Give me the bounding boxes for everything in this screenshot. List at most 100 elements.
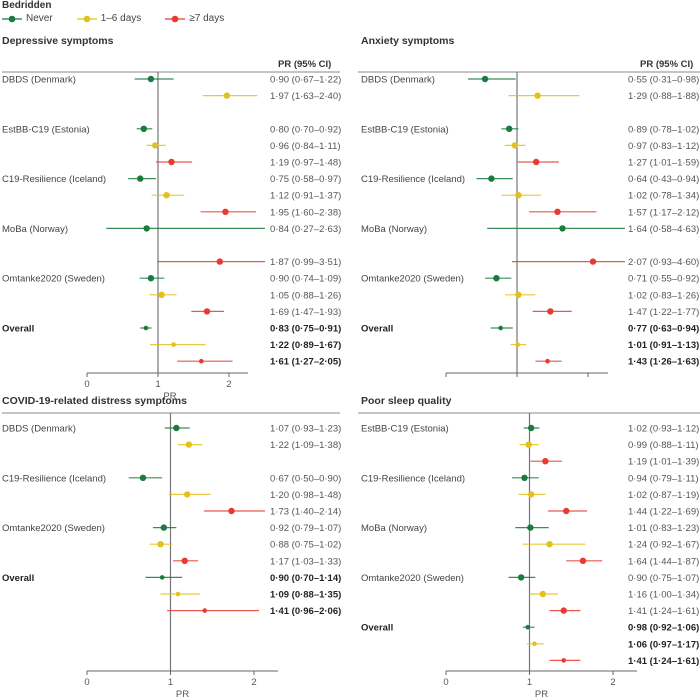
pr-ci-value: 0·98 (0·92–1·06) [628,623,699,634]
x-tick-label: 1 [527,677,532,688]
pr-ci-value: 0·67 (0·50–0·90) [270,473,341,484]
x-axis-title: PR [176,689,189,699]
study-label: C19-Resilience (Iceland) [361,174,465,185]
point-estimate [151,142,159,149]
x-tick-label: 1 [155,379,160,390]
point-estimate [505,125,513,132]
x-tick-label: 0 [84,677,89,688]
pr-ci-value: 1·01 (0·91–1·13) [628,340,699,351]
pr-ci-value: 1·29 (0·88–1·88) [628,91,699,102]
study-label: DBDS (Denmark) [2,424,76,435]
pr-ci-value: 0·88 (0·75–1·02) [270,540,341,551]
panel-title: Depressive symptoms [2,35,114,47]
point-estimate [527,424,535,432]
point-estimate [517,574,525,581]
point-estimate [157,541,164,548]
point-estimate [560,607,567,614]
pr-ci-value: 1·61 (1·27–2·05) [270,357,341,368]
pr-ci-value: 1·27 (1·01–1·59) [628,158,699,169]
legend-marker-icon [165,15,186,22]
pr-ci-value: 1·20 (0·98–1·48) [270,490,341,501]
point-estimate [545,358,550,364]
pr-ci-value: 0·77 (0·63–0·94) [628,324,699,335]
point-estimate [554,208,561,215]
point-estimate [542,458,549,465]
pr-ci-value: 1·22 (1·09–1·38) [270,440,341,451]
point-estimate [559,225,566,232]
point-estimate [184,491,191,498]
pr-ci-value: 1·87 (0·99–3·51) [270,257,341,268]
point-estimate [547,308,554,315]
study-label: C19-Resilience (Iceland) [361,473,465,484]
point-estimate [589,258,597,265]
legend-item-never: Never [2,13,53,24]
pr-ci-value: 2·07 (0·93–4·60) [628,257,699,268]
point-estimate [515,192,522,199]
point-estimate [223,92,231,99]
study-label: C19-Resilience (Iceland) [2,473,106,484]
point-estimate [159,575,165,580]
point-estimate [521,474,528,481]
study-label: Omtanke2020 (Sweden) [361,573,464,584]
legend-item-1-6-days: 1–6 days [76,13,141,24]
pr-ci-value: 0·64 (0·43–0·94) [628,174,699,185]
point-estimate [158,291,165,298]
overall-label: Overall [2,573,34,584]
pr-ci-value: 1·73 (1·40–2·14) [270,507,341,518]
point-estimate [534,92,541,99]
pr-ci-value: 0·55 (0·31–0·98) [628,75,699,86]
pr-ci-value: 1·07 (0·93–1·23) [270,424,341,435]
point-estimate [181,557,188,564]
point-estimate [185,441,193,448]
point-estimate [143,225,150,232]
point-estimate [532,158,540,166]
point-estimate [139,474,147,481]
pr-ci-value: 1·41 (0·96–2·06) [270,606,341,617]
pr-ci-value: 1·17 (1·03–1·33) [270,556,341,567]
x-axis-title: PR [163,391,176,402]
pr-ci-value: 1·09 (0·88–1·35) [270,590,341,601]
point-estimate [171,342,176,347]
point-estimate [175,591,181,597]
overall-label: Overall [361,324,393,335]
point-estimate [202,608,208,613]
point-estimate [173,424,180,432]
pr-ci-value: 0·90 (0·67–1·22) [270,75,341,86]
point-estimate [143,325,149,331]
point-estimate [168,158,175,166]
point-estimate [163,192,170,199]
study-label: MoBa (Norway) [2,224,68,235]
point-estimate [563,507,570,515]
pr-ci-value: 0·94 (0·79–1·11) [628,473,699,484]
pr-ci-value: 1·16 (1·00–1·34) [628,590,699,601]
legend-label: ≥7 days [189,13,225,24]
pr-ci-value: 0·90 (0·74–1·09) [270,274,341,285]
pr-ci-value: 0·83 (0·75–0·91) [270,324,341,335]
pr-ci-value: 1·43 (1·26–1·63) [628,357,699,368]
pr-ci-value: 0·80 (0·70–0·92) [270,124,341,135]
study-label: MoBa (Norway) [361,224,427,235]
point-estimate [203,308,211,315]
pr-ci-value: 1·02 (0·87–1·19) [628,490,699,501]
point-estimate [515,291,522,298]
point-estimate [498,325,503,331]
pr-ci-value: 1·02 (0·83–1·26) [628,290,699,301]
point-estimate [140,125,147,132]
pr-ci-value: 1·19 (0·97–1·48) [270,158,341,169]
study-label: MoBa (Norway) [361,523,427,534]
panel-title: Poor sleep quality [361,395,452,407]
pr-ci-value: 0·75 (0·58–0·97) [270,174,341,185]
x-tick-label: 2 [251,677,256,688]
point-estimate [511,142,519,149]
x-tick-label: 0 [84,379,89,390]
pr-ci-value: 0·99 (0·88–1·11) [628,440,699,451]
overall-label: Overall [361,623,393,634]
point-estimate [539,590,547,598]
pr-ci-value: 1·97 (1·63–2·40) [270,91,341,102]
x-tick-label: 0 [443,677,448,688]
pr-ci-value: 1·22 (0·89–1·67) [270,340,341,351]
pr-ci-value: 1·05 (0·88–1·26) [270,290,341,301]
pr-ci-value: 1·06 (0·97–1·17) [628,639,699,650]
pr-ci-value: 1·64 (0·58–4·63) [628,224,699,235]
